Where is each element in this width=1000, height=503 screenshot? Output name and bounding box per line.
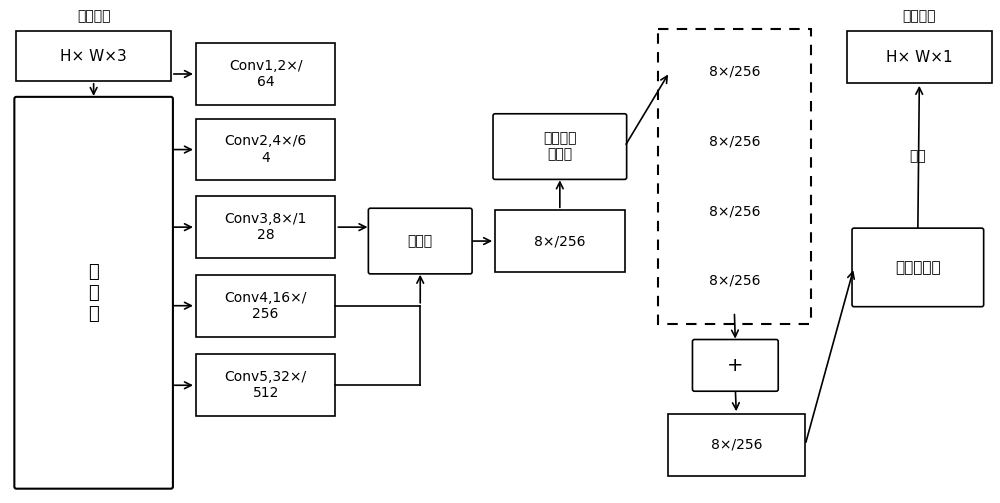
Text: 8×/256: 8×/256 (709, 274, 760, 288)
FancyBboxPatch shape (16, 31, 171, 81)
FancyBboxPatch shape (196, 43, 335, 105)
Text: H× W×1: H× W×1 (886, 50, 953, 64)
FancyBboxPatch shape (670, 41, 799, 103)
Text: 8×/256: 8×/256 (534, 234, 586, 248)
FancyBboxPatch shape (368, 208, 472, 274)
FancyBboxPatch shape (670, 111, 799, 173)
Text: 上采样: 上采样 (408, 234, 433, 248)
Text: Conv3,8×/1
28: Conv3,8×/1 28 (224, 212, 307, 242)
FancyBboxPatch shape (196, 355, 335, 416)
FancyBboxPatch shape (495, 210, 625, 272)
Text: Conv2,4×/6
4: Conv2,4×/6 4 (225, 134, 307, 164)
Text: Conv1,2×/
64: Conv1,2×/ 64 (229, 59, 302, 89)
FancyBboxPatch shape (692, 340, 778, 391)
Text: 8×/256: 8×/256 (709, 135, 760, 148)
Text: Conv5,32×/
512: Conv5,32×/ 512 (225, 370, 307, 400)
Text: 8×/256: 8×/256 (709, 204, 760, 218)
Text: 编
码
器: 编 码 器 (88, 263, 99, 322)
FancyBboxPatch shape (196, 275, 335, 337)
FancyBboxPatch shape (493, 114, 627, 180)
FancyBboxPatch shape (847, 31, 992, 83)
FancyBboxPatch shape (670, 250, 799, 312)
Text: 深度可分
离卷积: 深度可分 离卷积 (543, 131, 577, 161)
FancyBboxPatch shape (658, 29, 811, 323)
Text: 卷积分类器: 卷积分类器 (895, 260, 941, 275)
Text: 8×/256: 8×/256 (711, 438, 762, 452)
Text: 测试: 测试 (909, 149, 926, 163)
Text: H× W×3: H× W×3 (60, 49, 127, 63)
FancyBboxPatch shape (196, 196, 335, 258)
FancyBboxPatch shape (668, 414, 805, 476)
Text: Conv4,16×/
256: Conv4,16×/ 256 (224, 291, 307, 321)
Text: +: + (727, 356, 744, 375)
FancyBboxPatch shape (196, 119, 335, 181)
Text: 输入图像: 输入图像 (77, 9, 110, 23)
Text: 输出结果: 输出结果 (903, 9, 936, 23)
FancyBboxPatch shape (670, 181, 799, 242)
FancyBboxPatch shape (852, 228, 984, 307)
Text: 8×/256: 8×/256 (709, 65, 760, 79)
FancyBboxPatch shape (14, 97, 173, 489)
